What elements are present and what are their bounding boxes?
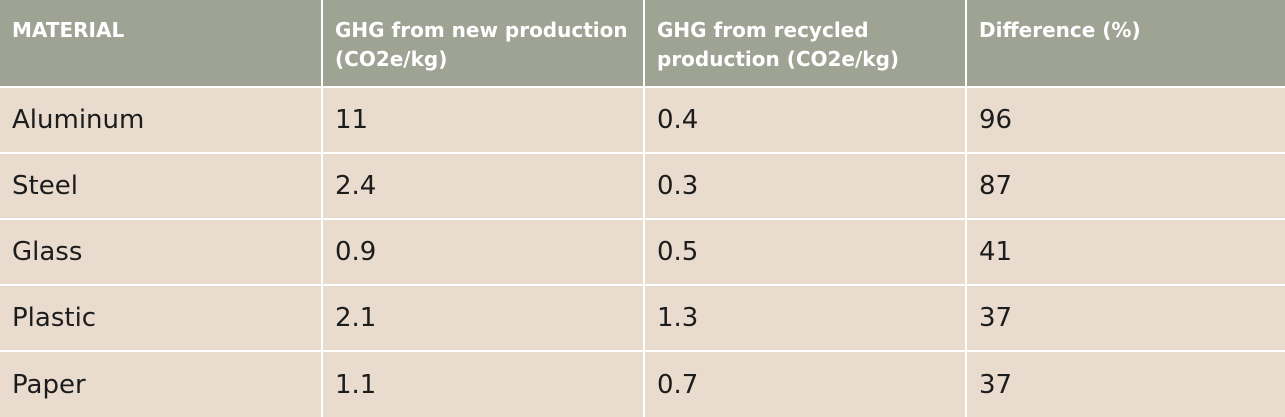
table-cell: Steel [0,152,323,220]
table-cell: 0.5 [643,218,967,286]
table-row: Aluminum 11 0.4 96 [0,86,1285,154]
header-row: MATERIAL GHG from new production (CO2e/kg… [0,0,1285,88]
table-cell: 0.4 [643,86,967,154]
table-cell: 0.9 [321,218,645,286]
table-row: Steel 2.4 0.3 87 [0,152,1285,220]
table-cell: 41 [965,218,1285,286]
table-body: Aluminum 11 0.4 96 Steel 2.4 0.3 87 Glass 0.9 0.5 4… [0,86,1285,417]
table-cell: 37 [965,350,1285,417]
header-cell: Difference (%) [965,0,1285,88]
table-cell: 37 [965,284,1285,352]
table-cell: 87 [965,152,1285,220]
table-cell: Glass [0,218,323,286]
table-row: Paper 1.1 0.7 37 [0,350,1285,417]
table-cell: Aluminum [0,86,323,154]
table-cell: 1.3 [643,284,967,352]
table-cell: 1.1 [321,350,645,417]
header-cell: GHG from recycled production (CO2e/kg) [643,0,967,88]
table-cell: 0.3 [643,152,967,220]
table-cell: 11 [321,86,645,154]
table-cell: 0.7 [643,350,967,417]
table-cell: 96 [965,86,1285,154]
table-cell: 2.4 [321,152,645,220]
table-row: Plastic 2.1 1.3 37 [0,284,1285,352]
header-cell: GHG from new production (CO2e/kg) [321,0,645,88]
table-cell: Paper [0,350,323,417]
table-cell: 2.1 [321,284,645,352]
table-row: Glass 0.9 0.5 41 [0,218,1285,286]
header-cell: MATERIAL [0,0,323,88]
table-cell: Plastic [0,284,323,352]
